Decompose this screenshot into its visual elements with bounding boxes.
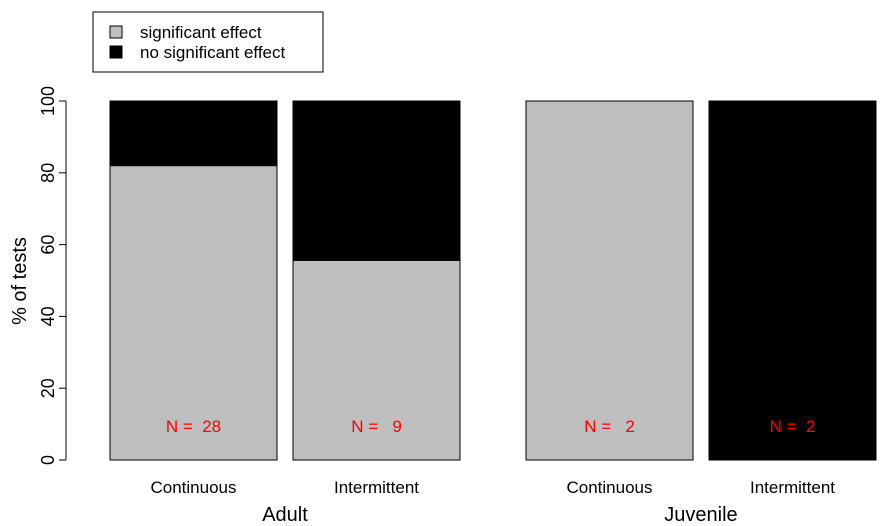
- legend-swatch-not-significant: [109, 45, 123, 59]
- bar-not-significant: [708, 100, 877, 461]
- y-tick-label: 60: [38, 235, 58, 255]
- bar-significant: [525, 100, 694, 461]
- legend-label-not-significant: no significant effect: [140, 43, 285, 62]
- y-tick-label: 80: [38, 163, 58, 183]
- x-group-label: Juvenile: [664, 504, 737, 526]
- x-category-label: Continuous: [150, 478, 236, 497]
- legend-label-significant: significant effect: [140, 23, 262, 42]
- y-tick-label: 20: [38, 378, 58, 398]
- y-tick-label: 40: [38, 306, 58, 326]
- n-count-label: N = 2: [770, 417, 816, 436]
- legend: significant effect no significant effect: [92, 11, 324, 73]
- x-axis-labels: Continuous Intermittent Continuous Intermit…: [150, 478, 835, 526]
- bars: N = 28 N = 9 N = 2 N = 2: [109, 100, 877, 461]
- x-category-label: Continuous: [566, 478, 652, 497]
- y-tick-label: 0: [38, 455, 58, 465]
- n-count-label: N = 9: [351, 417, 402, 436]
- y-tick-label: 100: [38, 86, 58, 116]
- bar-not-significant: [109, 100, 278, 167]
- bar-not-significant: [292, 100, 461, 261]
- x-group-label: Adult: [262, 504, 308, 526]
- x-category-label: Intermittent: [750, 478, 835, 497]
- x-category-label: Intermittent: [334, 478, 419, 497]
- n-count-label: N = 28: [166, 417, 221, 436]
- legend-box: [92, 11, 324, 73]
- bar-significant: [109, 165, 278, 461]
- n-count-label: N = 2: [584, 417, 635, 436]
- legend-swatch-significant: [109, 25, 123, 39]
- bar-significant: [292, 259, 461, 461]
- y-axis: 0 20 40 60 80 100: [38, 86, 67, 465]
- y-axis-label: % of tests: [9, 237, 31, 325]
